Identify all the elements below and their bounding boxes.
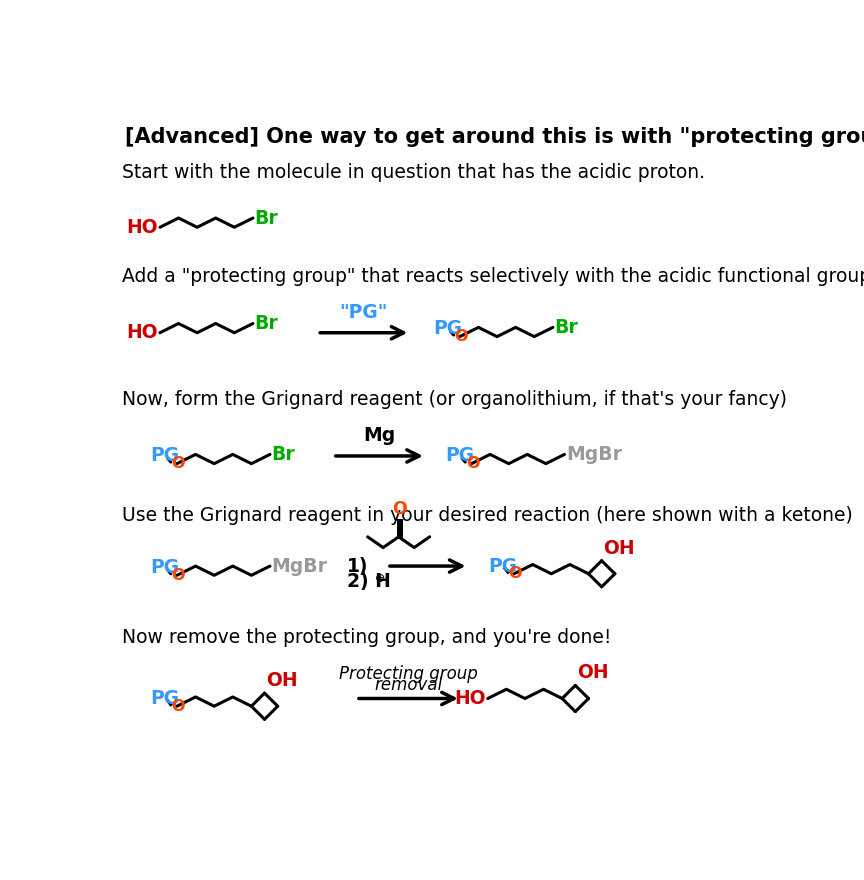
Text: O: O [392,500,407,517]
Text: removal: removal [374,676,442,693]
Text: OH: OH [266,671,298,690]
Text: PG: PG [150,558,180,577]
Text: O: O [509,566,522,582]
Text: PG: PG [150,446,180,466]
Text: O: O [172,568,185,583]
Text: Br: Br [555,318,578,337]
Text: Use the Grignard reagent in your desired reaction (here shown with a ketone): Use the Grignard reagent in your desired… [122,506,853,525]
Text: Br: Br [255,314,278,333]
Text: O: O [172,456,185,471]
Text: MgBr: MgBr [566,445,622,464]
Text: Br: Br [271,445,295,464]
Text: O: O [466,456,480,471]
Text: HO: HO [454,689,486,708]
Text: PG: PG [434,319,462,339]
Text: Mg: Mg [363,426,396,445]
Text: Now remove the protecting group, and you're done!: Now remove the protecting group, and you… [122,627,612,647]
Text: [Advanced] One way to get around this is with "protecting groups": [Advanced] One way to get around this is… [125,127,864,147]
Text: HO: HO [127,323,158,342]
Text: "PG": "PG" [340,303,388,322]
Text: 1): 1) [346,556,368,576]
Text: Now, form the Grignard reagent (or organolithium, if that's your fancy): Now, form the Grignard reagent (or organ… [122,391,787,409]
Text: O: O [172,699,185,714]
Text: Br: Br [255,209,278,228]
Text: OH: OH [603,539,635,558]
Text: Protecting group: Protecting group [339,665,478,683]
Text: PG: PG [488,556,517,576]
Text: MgBr: MgBr [271,556,327,576]
Text: O: O [454,329,468,344]
Text: Start with the molecule in question that has the acidic proton.: Start with the molecule in question that… [122,164,705,182]
Text: PG: PG [150,689,180,708]
Text: 2) H: 2) H [346,572,391,591]
Text: OH: OH [577,664,608,682]
Text: PG: PG [445,446,474,466]
Text: ⊕: ⊕ [375,572,385,585]
Text: HO: HO [127,217,158,237]
Text: Add a "protecting group" that reacts selectively with the acidic functional grou: Add a "protecting group" that reacts sel… [122,268,864,286]
